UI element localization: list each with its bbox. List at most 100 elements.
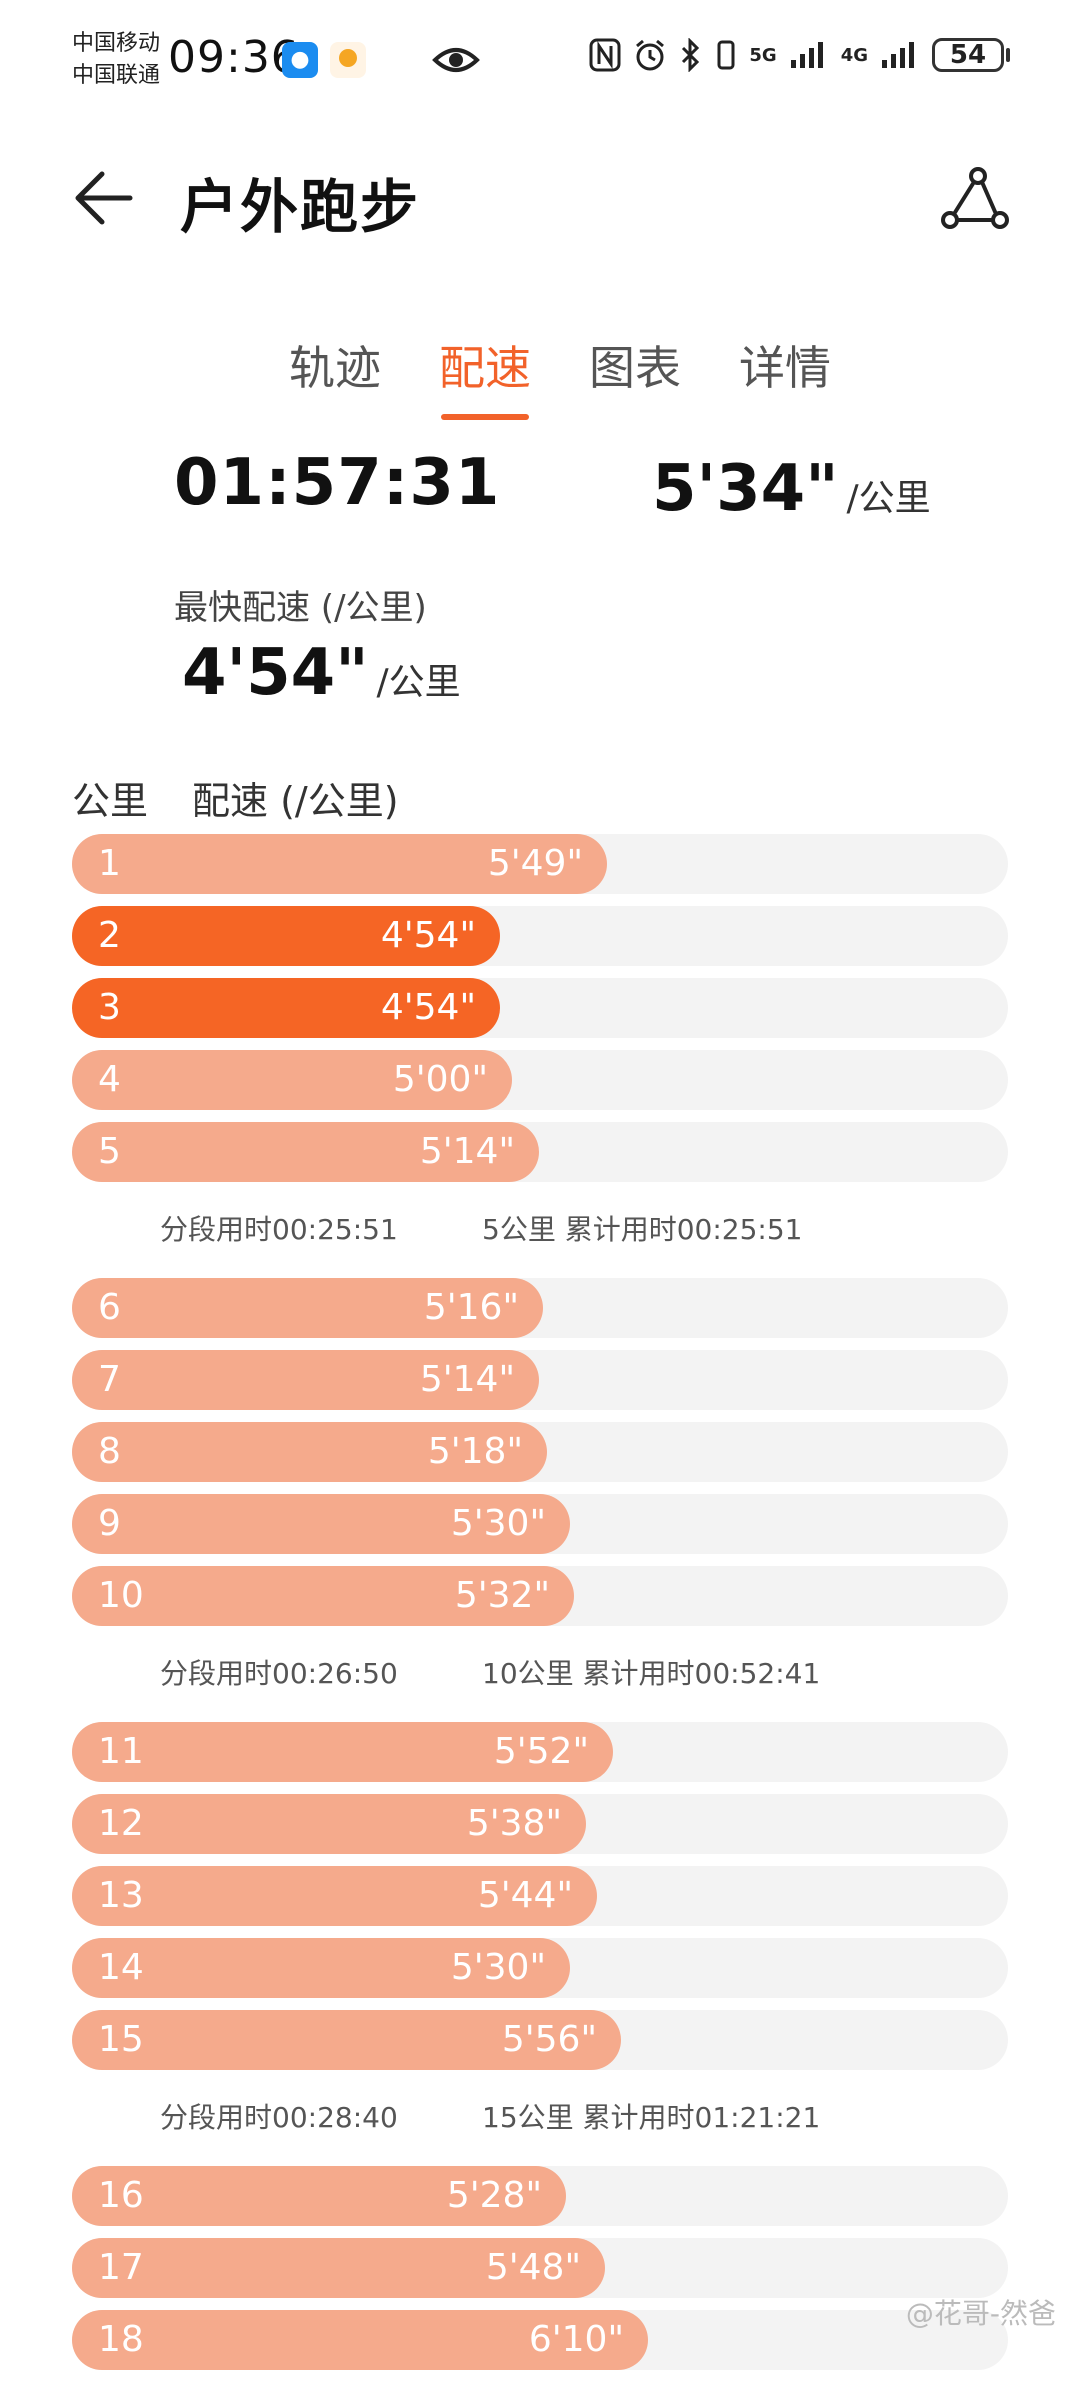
pace-bar-row: 18 6'10" — [72, 2310, 1008, 2370]
app-notification-icon — [330, 42, 366, 78]
bluetooth-icon — [682, 38, 700, 72]
signal-5g-label: 5G — [749, 44, 777, 66]
average-pace: 5'34"/公里 — [652, 452, 931, 526]
pace-bar-row: 8 5'18" — [72, 1422, 1008, 1482]
km-label: 9 — [98, 1503, 121, 1544]
message-app-icon: ● — [282, 42, 318, 78]
pace-value: 5'00" — [392, 1059, 488, 1100]
split-segment-time: 分段用时00:26:50 — [160, 1657, 398, 1690]
split-cumulative-time: 10公里 累计用时00:52:41 — [482, 1657, 821, 1690]
pace-bar-row: 5 5'14" — [72, 1122, 1008, 1182]
pace-bar — [72, 1722, 613, 1782]
tab-track[interactable]: 轨迹 — [289, 341, 381, 395]
status-time: 09:36 — [168, 32, 300, 83]
page-title: 户外跑步 — [180, 173, 421, 241]
pace-value: 5'16" — [423, 1287, 519, 1328]
pace-bar — [72, 2010, 621, 2070]
km-label: 1 — [98, 843, 121, 884]
km-label: 2 — [98, 915, 121, 956]
pace-bar — [72, 1122, 539, 1182]
split-segment-time: 分段用时00:25:51 — [160, 1213, 398, 1246]
pace-value: 5'28" — [446, 2175, 542, 2216]
pace-value: 5'14" — [419, 1359, 515, 1400]
nfc-icon — [589, 38, 621, 72]
pace-value: 4'54" — [380, 915, 476, 956]
pace-bar — [72, 1566, 574, 1626]
pace-bar-row: 10 5'32" — [72, 1566, 1008, 1626]
eye-icon — [432, 40, 480, 84]
split-cumulative-time: 15公里 累计用时01:21:21 — [482, 2101, 821, 2134]
pace-bar — [72, 1350, 539, 1410]
back-arrow-icon[interactable] — [72, 166, 136, 234]
pace-bar — [72, 2238, 605, 2298]
split-segment-time: 分段用时00:28:40 — [160, 2101, 398, 2134]
pace-value: 5'38" — [466, 1803, 562, 1844]
pace-value: 5'32" — [454, 1575, 550, 1616]
pace-bar — [72, 1938, 570, 1998]
pace-value: 4'54" — [380, 987, 476, 1028]
battery-tip — [1006, 48, 1010, 62]
average-pace-unit: /公里 — [846, 478, 931, 519]
split-summary: 分段用时00:26:50 10公里 累计用时00:52:41 — [72, 1634, 1008, 1706]
total-time: 01:57:31 — [174, 446, 501, 520]
km-label: 8 — [98, 1431, 121, 1472]
route-share-icon[interactable] — [940, 166, 1010, 234]
pace-bar — [72, 906, 500, 966]
km-label: 13 — [98, 1875, 144, 1916]
fastest-pace-value: 4'54" — [182, 636, 369, 710]
vibrate-icon — [717, 40, 735, 70]
carrier-2: 中国联通 — [72, 63, 161, 88]
alarm-icon — [636, 39, 665, 71]
pace-bar-row: 3 4'54" — [72, 978, 1008, 1038]
carrier-names: 中国移动 中国联通 — [72, 28, 160, 92]
watermark: @花哥-然爸 — [905, 2297, 1056, 2330]
signal-4g-label: 4G — [840, 44, 868, 66]
pace-value: 5'56" — [501, 2019, 597, 2060]
pace-bar-row: 12 5'38" — [72, 1794, 1008, 1854]
km-label: 16 — [98, 2175, 144, 2216]
fastest-pace-unit: /公里 — [376, 662, 461, 703]
fastest-pace-label: 最快配速 (/公里) — [174, 588, 427, 628]
pace-bar-row: 14 5'30" — [72, 1938, 1008, 1998]
column-km-header: 公里 — [72, 779, 149, 823]
km-label: 11 — [98, 1731, 144, 1772]
status-icons: 5G 4G 54 — [589, 38, 1010, 72]
tab-pace[interactable]: 配速 — [437, 332, 533, 420]
split-cumulative-time: 5公里 累计用时00:25:51 — [482, 1213, 803, 1246]
pace-bar — [72, 1494, 570, 1554]
pace-bar-row: 4 5'00" — [72, 1050, 1008, 1110]
tab-details[interactable]: 详情 — [739, 341, 831, 395]
pace-bar — [72, 2166, 566, 2226]
pace-bar-row: 13 5'44" — [72, 1866, 1008, 1926]
pace-value: 6'10" — [528, 2319, 624, 2360]
pace-bar-row: 16 5'28" — [72, 2166, 1008, 2226]
km-label: 6 — [98, 1287, 121, 1328]
km-label: 5 — [98, 1131, 121, 1172]
tab-bar: 轨迹 配速 图表 详情 — [0, 332, 1080, 420]
pace-bar-row: 15 5'56" — [72, 2010, 1008, 2070]
pace-bar — [72, 1866, 597, 1926]
pace-bar-row: 17 5'48" — [72, 2238, 1008, 2298]
km-label: 14 — [98, 1947, 144, 1988]
split-summary: 分段用时00:28:40 15公里 累计用时01:21:21 — [72, 2078, 1008, 2150]
pace-bar-row: 6 5'16" — [72, 1278, 1008, 1338]
pace-bar-row: 1 5'49" — [72, 834, 1008, 894]
battery-icon: 54 — [932, 38, 1004, 72]
pace-bar — [72, 1422, 547, 1482]
km-label: 3 — [98, 987, 121, 1028]
km-label: 15 — [98, 2019, 144, 2060]
km-label: 4 — [98, 1059, 121, 1100]
carrier-1: 中国移动 — [72, 31, 161, 56]
pace-value: 5'49" — [487, 843, 583, 884]
pace-bar-row: 7 5'14" — [72, 1350, 1008, 1410]
pace-bar-list: 1 5'49" 2 4'54" 3 4'54" 4 5'00" 5 5'14" 分段用时00:25:… — [72, 834, 1008, 2382]
pace-value: 5'44" — [477, 1875, 573, 1916]
pace-bar — [72, 1794, 586, 1854]
signal-5g-icon — [790, 42, 823, 68]
tab-chart[interactable]: 图表 — [589, 341, 681, 395]
pace-bar — [72, 1278, 543, 1338]
column-pace-header: 配速 (/公里) — [192, 779, 399, 823]
pace-value: 5'30" — [450, 1503, 546, 1544]
km-label: 7 — [98, 1359, 121, 1400]
km-label: 17 — [98, 2247, 144, 2288]
